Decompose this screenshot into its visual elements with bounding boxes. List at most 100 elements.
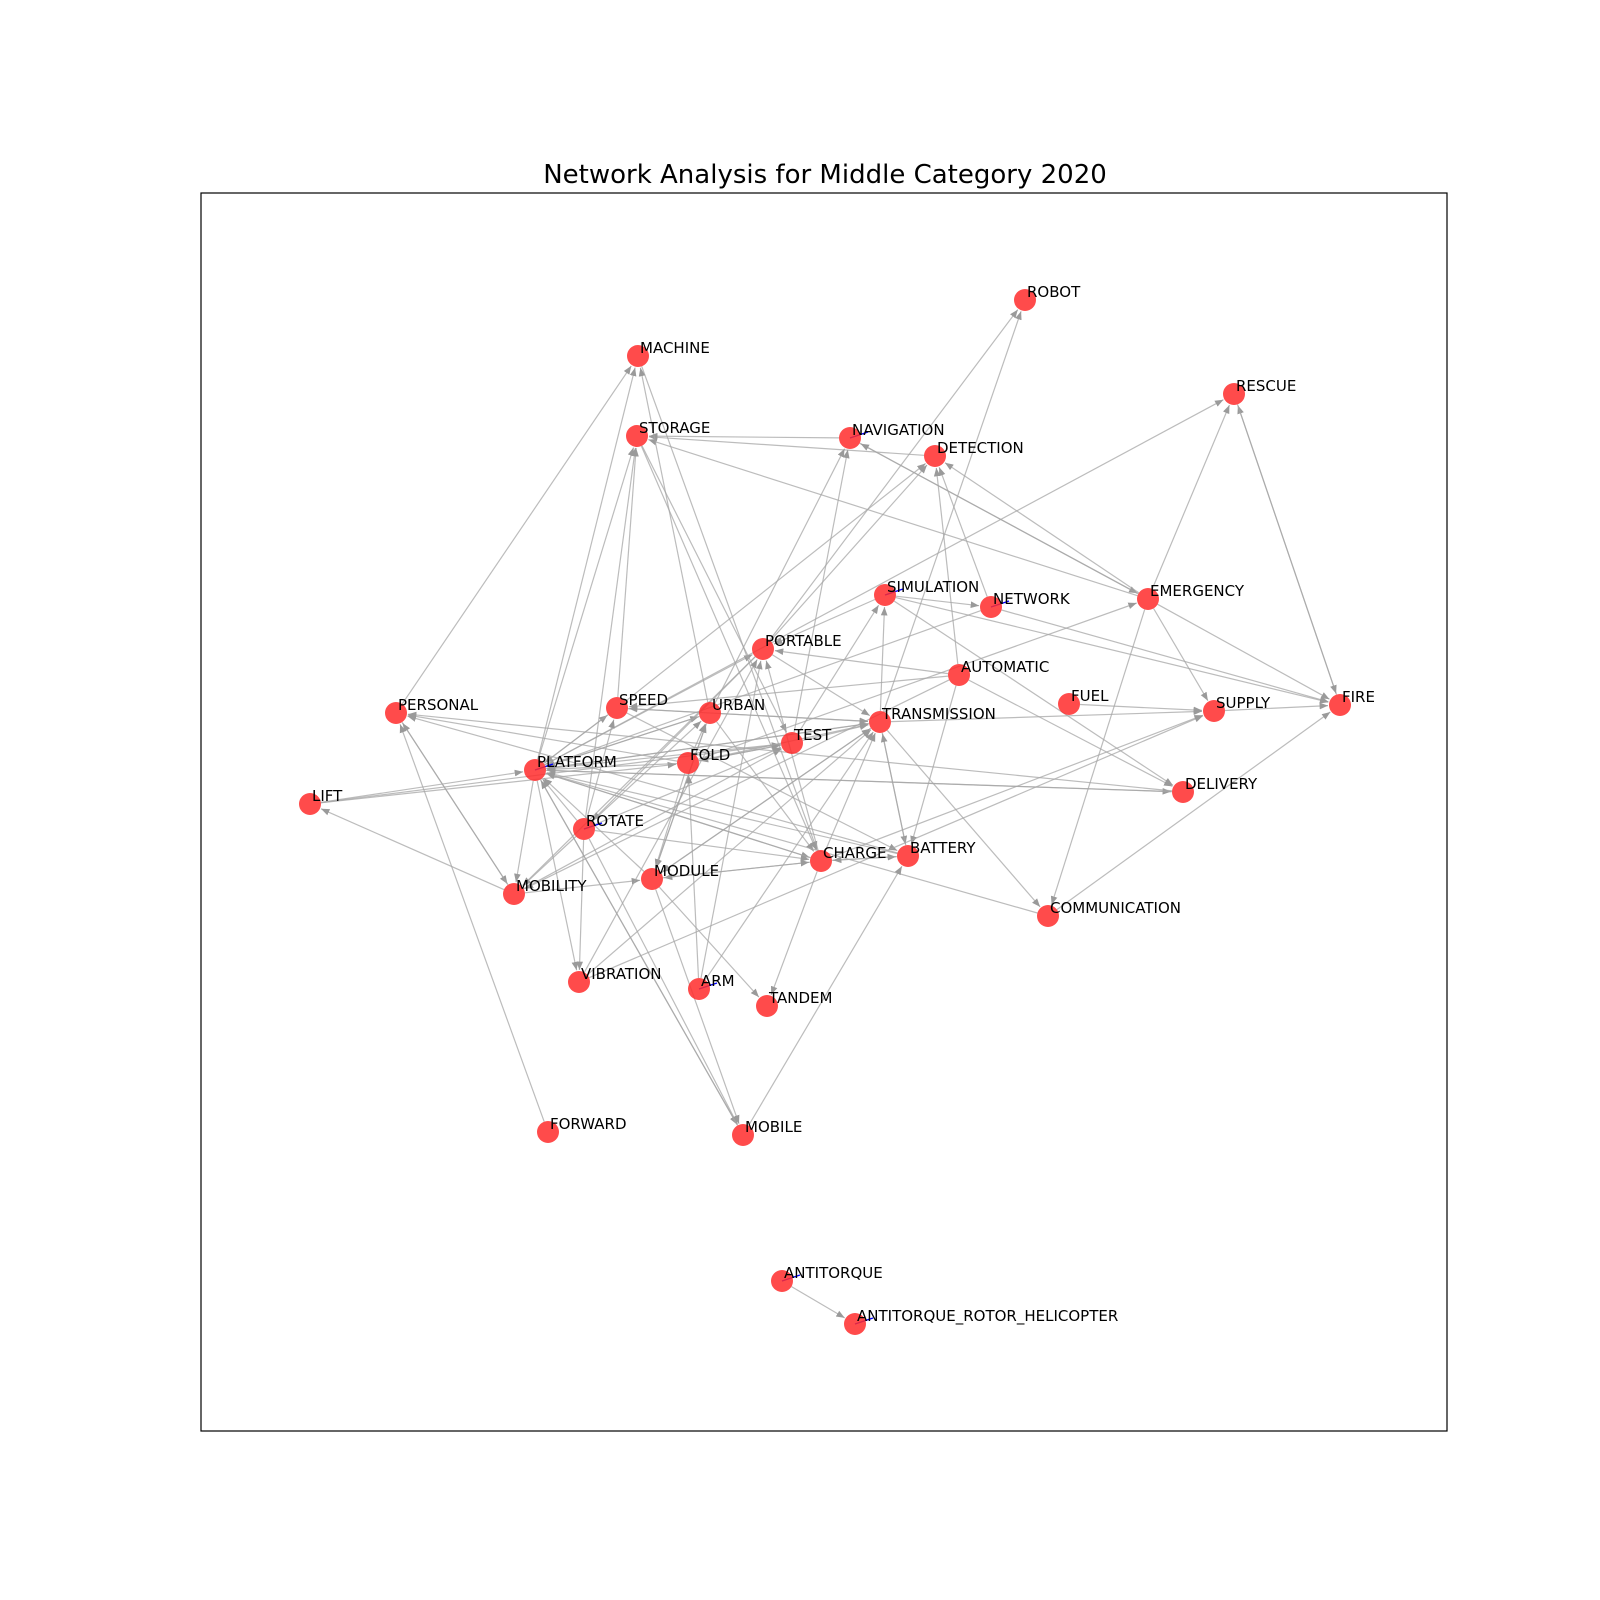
node-vibration: [568, 971, 590, 993]
node-label-forward: FORWARD: [550, 1115, 627, 1133]
node-antitorque-rotor-helicopter: [844, 1313, 866, 1335]
edge-charge-to-transmission: [824, 732, 876, 852]
edge-transmission-to-robot: [883, 311, 1022, 712]
node-label-personal: PERSONAL: [398, 696, 479, 714]
node-label-transmission: TRANSMISSION: [881, 705, 996, 723]
edge-module-to-charge: [662, 859, 810, 879]
edge-battery-to-charge: [832, 856, 898, 864]
edge-communication-to-platform: [546, 772, 1038, 914]
node-label-vibration: VIBRATION: [581, 965, 662, 983]
edge-module-to-mobile: [655, 889, 740, 1124]
node-detection: [924, 445, 946, 467]
edge-mobility-to-lift: [320, 808, 505, 891]
edge-mobile-to-platform: [540, 780, 739, 1126]
edge-urban-to-charge: [716, 721, 815, 852]
edge-charge-to-tandem: [770, 871, 818, 996]
node-label-arm: ARM: [701, 972, 735, 990]
edge-urban-to-machine: [638, 367, 709, 703]
edge-network-to-platform: [546, 610, 981, 767]
node-fuel: [1058, 693, 1080, 715]
node-fire: [1329, 694, 1351, 716]
node-network: [980, 596, 1002, 618]
node-label-detection: DETECTION: [937, 439, 1024, 457]
edge-portable-to-detection: [769, 464, 928, 642]
node-charge: [810, 850, 832, 872]
node-label-mobile: MOBILE: [745, 1118, 802, 1136]
node-forward: [537, 1121, 559, 1143]
edge-platform-to-mobility: [514, 780, 534, 883]
node-label-fold: FOLD: [690, 746, 730, 764]
node-label-fuel: FUEL: [1071, 687, 1109, 705]
edge-transmission-to-platform: [546, 722, 870, 771]
node-speed: [606, 697, 628, 719]
edge-forward-to-personal: [399, 724, 545, 1122]
chart-title: Network Analysis for Middle Category 202…: [543, 160, 1107, 190]
edge-transmission-to-communication: [886, 729, 1041, 908]
node-label-rotate: ROTATE: [586, 812, 644, 830]
node-antitorque: [771, 1270, 793, 1292]
edge-vibration-to-supply: [588, 715, 1204, 979]
edge-rotate-to-storage: [584, 447, 638, 819]
edge-transmission-to-supply: [890, 708, 1203, 723]
node-label-lift: LIFT: [312, 787, 343, 805]
node-communication: [1037, 905, 1059, 927]
edge-arm-to-fold: [685, 774, 700, 979]
nodes-layer: [299, 289, 1351, 1335]
edge-speed-to-platform: [544, 714, 609, 764]
edge-fuel-to-supply: [1079, 703, 1203, 714]
edge-mobile-to-battery: [748, 865, 903, 1126]
node-label-machine: MACHINE: [640, 339, 710, 357]
node-label-simulation: SIMULATION: [887, 578, 979, 596]
node-supply: [1203, 700, 1225, 722]
node-label-antitorque-rotor-helicopter: ANTITORQUE_ROTOR_HELICOPTER: [857, 1307, 1118, 1326]
node-personal: [385, 702, 407, 724]
edge-battery-to-personal: [407, 715, 898, 854]
node-label-communication: COMMUNICATION: [1050, 899, 1181, 917]
node-lift: [299, 793, 321, 815]
node-automatic: [948, 664, 970, 686]
edge-simulation-to-portable: [773, 598, 876, 645]
edge-emergency-to-fire: [1157, 603, 1330, 700]
edge-automatic-to-detection: [933, 467, 959, 665]
edge-storage-to-charge: [640, 445, 817, 851]
edge-automatic-to-delivery: [968, 679, 1173, 787]
edge-module-to-tandem: [658, 886, 760, 998]
node-urban: [699, 702, 721, 724]
edge-vibration-to-transmission: [586, 729, 872, 976]
node-label-portable: PORTABLE: [765, 632, 842, 650]
edge-automatic-to-battery: [910, 685, 957, 845]
labels-layer: ROBOT MACHINE RESCUE STORAGE NAVIGATIONDETEC…: [312, 283, 1375, 1326]
edge-charge-to-platform: [546, 772, 811, 859]
edge-simulation-to-delivery: [893, 600, 1174, 786]
edge-portable-to-transmission: [771, 654, 871, 717]
node-label-storage: STORAGE: [639, 419, 710, 437]
edge-personal-to-machine: [401, 365, 632, 705]
edge-urban-to-speed: [628, 705, 700, 713]
node-emergency: [1137, 588, 1159, 610]
node-label-charge: CHARGE: [823, 844, 887, 862]
node-mobility: [503, 883, 525, 905]
edge-platform-to-machine: [537, 367, 637, 760]
node-label-speed: SPEED: [619, 691, 668, 709]
node-label-fire: FIRE: [1342, 688, 1375, 706]
node-label-supply: SUPPLY: [1216, 694, 1271, 712]
edge-arm-to-portable: [700, 660, 763, 979]
edge-urban-to-navigation: [714, 448, 846, 704]
edge-supply-to-fire: [1224, 702, 1329, 712]
node-battery: [897, 845, 919, 867]
node-storage: [626, 425, 648, 447]
edge-emergency-to-rescue: [1151, 404, 1230, 590]
node-label-automatic: AUTOMATIC: [961, 658, 1049, 676]
edge-module-to-urban: [655, 724, 707, 869]
edge-rotate-to-mobility: [522, 836, 577, 887]
edge-speed-to-detection: [625, 463, 926, 702]
edge-network-to-detection: [938, 467, 988, 597]
edge-speed-to-storage: [617, 447, 639, 698]
node-platform: [524, 759, 546, 781]
node-transmission: [869, 711, 891, 733]
edge-rotate-to-mobile: [588, 838, 739, 1125]
edge-arm-to-transmission: [704, 731, 874, 981]
node-label-emergency: EMERGENCY: [1150, 582, 1245, 600]
edge-urban-to-transmission: [720, 713, 869, 725]
